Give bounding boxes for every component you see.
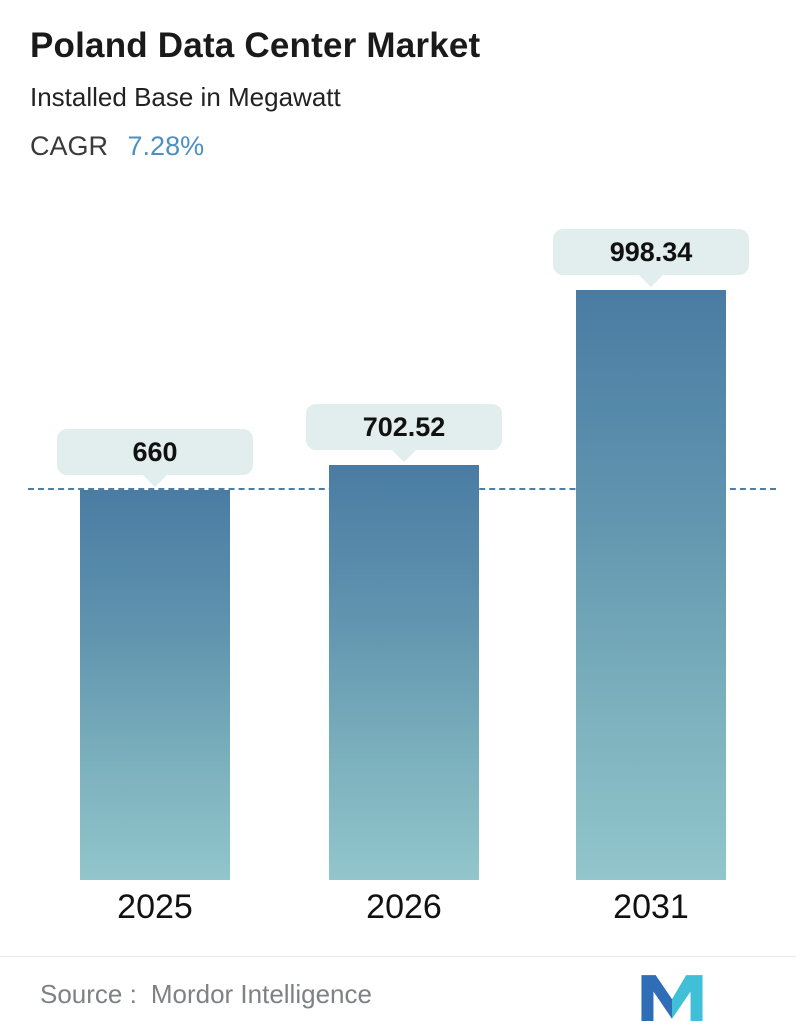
x-label-2026: 2026 — [366, 888, 442, 926]
cagr-row: CAGR 7.28% — [30, 131, 480, 162]
footer: Source : Mordor Intelligence — [0, 956, 796, 1034]
bar-2031 — [576, 290, 726, 880]
value-label-pill: 702.52 — [306, 404, 502, 450]
mordor-intelligence-logo — [641, 975, 703, 1021]
chart-header: Poland Data Center Market Installed Base… — [30, 26, 480, 162]
x-label-2031: 2031 — [613, 888, 689, 926]
bar-2025 — [80, 490, 230, 880]
value-callout-2026: 702.52 — [306, 404, 502, 450]
x-axis-labels: 2025 2026 2031 — [0, 888, 796, 940]
chart-subtitle: Installed Base in Megawatt — [30, 82, 341, 112]
value-label-pill: 998.34 — [553, 229, 749, 275]
chart-title: Poland Data Center Market — [30, 26, 481, 65]
plot-area: 660 702.52 998.34 — [0, 200, 796, 880]
value-callout-2025: 660 — [57, 429, 253, 475]
source-value: Mordor Intelligence — [150, 979, 372, 1009]
source-label: Source : — [40, 979, 137, 1009]
cagr-value: 7.28% — [127, 131, 205, 161]
bar-2026 — [329, 465, 479, 880]
x-label-2025: 2025 — [117, 888, 193, 926]
value-label-pill: 660 — [57, 429, 253, 475]
value-callout-2031: 998.34 — [553, 229, 749, 275]
cagr-label: CAGR — [30, 131, 109, 161]
source-text: Source : Mordor Intelligence — [40, 979, 372, 1010]
